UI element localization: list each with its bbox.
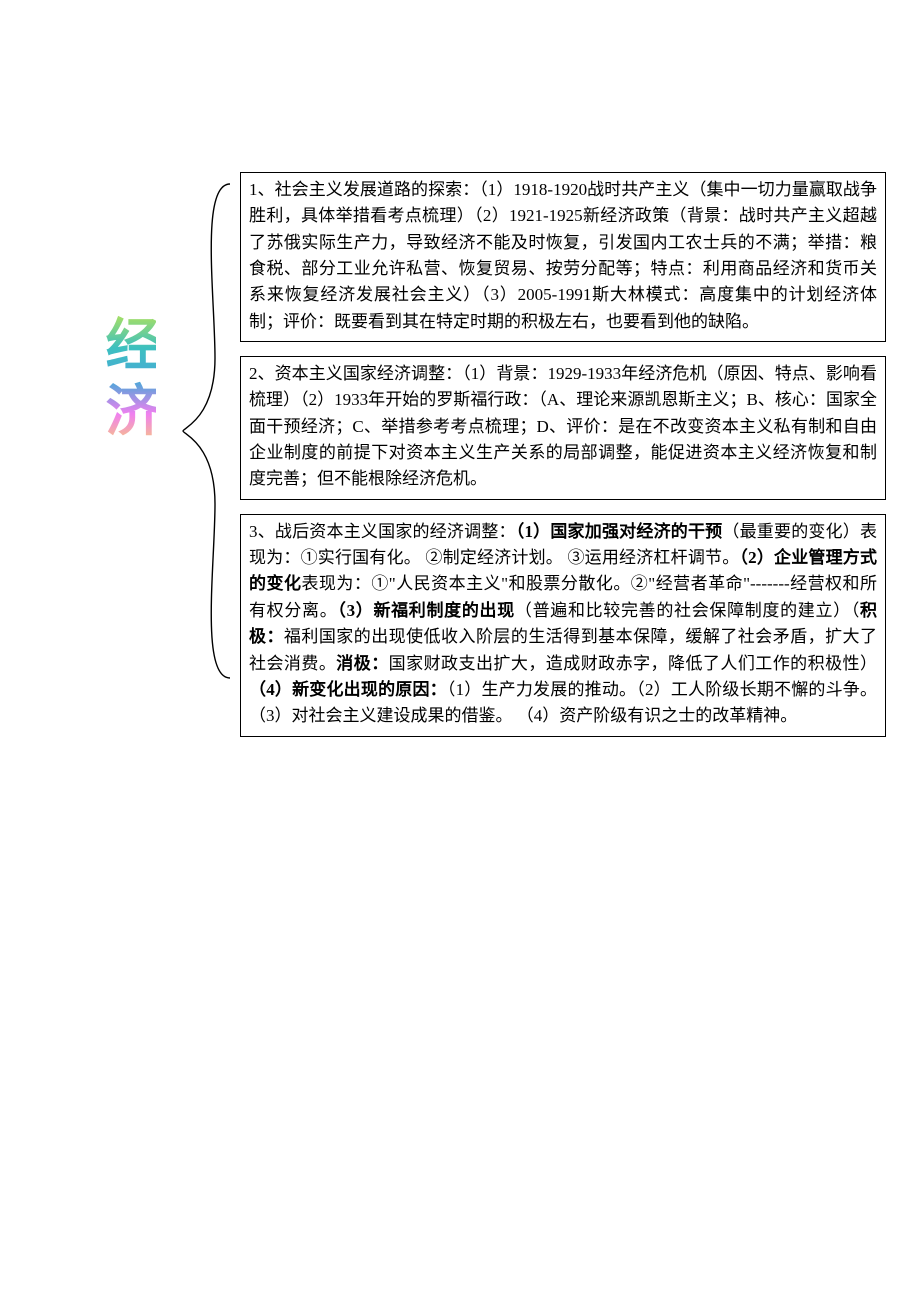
note-box-3: 3、战后资本主义国家的经济调整：（1）国家加强对经济的干预（最重要的变化）表现为… <box>240 514 886 737</box>
brace-icon <box>175 178 235 684</box>
text-run: （1）国家加强对经济的干预 <box>516 522 723 541</box>
content-column: 1、社会主义发展道路的探索：（1）1918-1920战时共产主义（集中一切力量赢… <box>240 172 886 751</box>
text-run: 2、资本主义国家经济调整：（1）背景：1929-1933年经济危机（原因、特点、… <box>249 364 877 488</box>
page: 经济 1、社会主义发展道路的探索：（1）1918-1920战时共产主义（集中一切… <box>0 0 920 1302</box>
text-run: 国家财政支出扩大，造成财政赤字，降低了人们工作的积极性） <box>389 654 877 673</box>
text-run: （普遍和比较完善的社会保障制度的建立）（ <box>515 601 860 620</box>
text-run: （3）新福利制度的出现 <box>337 601 515 620</box>
note-box-1: 1、社会主义发展道路的探索：（1）1918-1920战时共产主义（集中一切力量赢… <box>240 172 886 342</box>
note-box-2: 2、资本主义国家经济调整：（1）背景：1929-1933年经济危机（原因、特点、… <box>240 356 886 500</box>
text-run: 消极： <box>336 654 388 673</box>
text-run: （4）新变化出现的原因： <box>249 680 447 699</box>
text-run: 3、战后资本主义国家的经济调整： <box>249 522 516 541</box>
category-label: 经济 <box>100 315 156 447</box>
text-run: 1、社会主义发展道路的探索：（1）1918-1920战时共产主义（集中一切力量赢… <box>249 180 877 331</box>
